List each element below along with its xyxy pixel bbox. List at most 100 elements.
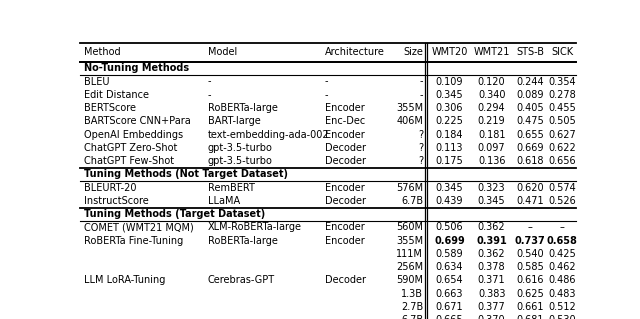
Text: Enc-Dec: Enc-Dec [324, 116, 365, 126]
Text: ?: ? [418, 130, 423, 140]
Text: 6.7B: 6.7B [401, 196, 423, 206]
Text: ChatGPT Zero-Shot: ChatGPT Zero-Shot [84, 143, 177, 153]
Text: Encoder: Encoder [324, 236, 364, 246]
Text: 0.627: 0.627 [548, 130, 576, 140]
Text: -: - [420, 77, 423, 86]
Text: 0.658: 0.658 [547, 236, 578, 246]
Text: WMT21: WMT21 [474, 48, 510, 57]
Text: 0.113: 0.113 [436, 143, 463, 153]
Text: 0.661: 0.661 [516, 302, 544, 312]
Text: 0.634: 0.634 [436, 262, 463, 272]
Text: Encoder: Encoder [324, 182, 364, 193]
Text: Tuning Methods (Not Target Dataset): Tuning Methods (Not Target Dataset) [84, 169, 288, 179]
Text: Size: Size [403, 48, 423, 57]
Text: OpenAI Embeddings: OpenAI Embeddings [84, 130, 183, 140]
Text: 0.671: 0.671 [436, 302, 463, 312]
Text: 0.663: 0.663 [436, 289, 463, 299]
Text: 0.323: 0.323 [478, 182, 506, 193]
Text: 0.109: 0.109 [436, 77, 463, 86]
Text: 256M: 256M [396, 262, 423, 272]
Text: ChatGPT Few-Shot: ChatGPT Few-Shot [84, 156, 174, 166]
Text: 590M: 590M [396, 276, 423, 286]
Text: 0.439: 0.439 [436, 196, 463, 206]
Text: Decoder: Decoder [324, 156, 365, 166]
Text: 406M: 406M [396, 116, 423, 126]
Text: ?: ? [418, 143, 423, 153]
Text: InstructScore: InstructScore [84, 196, 148, 206]
Text: 0.462: 0.462 [548, 262, 576, 272]
Text: 0.506: 0.506 [436, 222, 463, 233]
Text: COMET (WMT21 MQM): COMET (WMT21 MQM) [84, 222, 194, 233]
Text: Encoder: Encoder [324, 103, 364, 113]
Text: Encoder: Encoder [324, 130, 364, 140]
Text: text-embedding-ada-002: text-embedding-ada-002 [208, 130, 330, 140]
Text: 0.405: 0.405 [516, 103, 544, 113]
Text: 0.383: 0.383 [478, 289, 506, 299]
Text: -: - [324, 77, 328, 86]
Text: 2.7B: 2.7B [401, 302, 423, 312]
Text: RoBERTa-large: RoBERTa-large [208, 103, 278, 113]
Text: RoBERTa-large: RoBERTa-large [208, 236, 278, 246]
Text: 0.625: 0.625 [516, 289, 544, 299]
Text: 0.089: 0.089 [516, 90, 544, 100]
Text: 0.654: 0.654 [436, 276, 463, 286]
Text: ?: ? [418, 156, 423, 166]
Text: 0.665: 0.665 [436, 315, 463, 319]
Text: 0.362: 0.362 [478, 222, 506, 233]
Text: 0.540: 0.540 [516, 249, 544, 259]
Text: 0.120: 0.120 [478, 77, 506, 86]
Text: 0.455: 0.455 [548, 103, 576, 113]
Text: 0.620: 0.620 [516, 182, 544, 193]
Text: 0.345: 0.345 [436, 90, 463, 100]
Text: 0.512: 0.512 [548, 302, 576, 312]
Text: Architecture: Architecture [324, 48, 385, 57]
Text: -: - [208, 77, 211, 86]
Text: XLM-RoBERTa-large: XLM-RoBERTa-large [208, 222, 302, 233]
Text: No-Tuning Methods: No-Tuning Methods [84, 63, 189, 73]
Text: 0.475: 0.475 [516, 116, 544, 126]
Text: 0.362: 0.362 [478, 249, 506, 259]
Text: 0.345: 0.345 [436, 182, 463, 193]
Text: WMT20: WMT20 [431, 48, 468, 57]
Text: RoBERTa Fine-Tuning: RoBERTa Fine-Tuning [84, 236, 183, 246]
Text: 0.622: 0.622 [548, 143, 576, 153]
Text: Decoder: Decoder [324, 276, 365, 286]
Text: gpt-3.5-turbo: gpt-3.5-turbo [208, 143, 273, 153]
Text: 0.175: 0.175 [436, 156, 463, 166]
Text: Encoder: Encoder [324, 222, 364, 233]
Text: 0.616: 0.616 [516, 276, 544, 286]
Text: Decoder: Decoder [324, 143, 365, 153]
Text: –: – [560, 222, 564, 233]
Text: 0.618: 0.618 [516, 156, 544, 166]
Text: 0.425: 0.425 [548, 249, 576, 259]
Text: 0.737: 0.737 [515, 236, 545, 246]
Text: 0.370: 0.370 [478, 315, 506, 319]
Text: Decoder: Decoder [324, 196, 365, 206]
Text: 0.294: 0.294 [478, 103, 506, 113]
Text: 576M: 576M [396, 182, 423, 193]
Text: 0.181: 0.181 [478, 130, 506, 140]
Text: 0.526: 0.526 [548, 196, 576, 206]
Text: 0.225: 0.225 [436, 116, 463, 126]
Text: 0.530: 0.530 [548, 315, 576, 319]
Text: 0.589: 0.589 [436, 249, 463, 259]
Text: 0.391: 0.391 [476, 236, 507, 246]
Text: 6.7B: 6.7B [401, 315, 423, 319]
Text: Tuning Methods (Target Dataset): Tuning Methods (Target Dataset) [84, 209, 265, 219]
Text: 0.244: 0.244 [516, 77, 544, 86]
Text: Model: Model [208, 48, 237, 57]
Text: 355M: 355M [396, 236, 423, 246]
Text: 0.219: 0.219 [478, 116, 506, 126]
Text: 560M: 560M [396, 222, 423, 233]
Text: 0.574: 0.574 [548, 182, 576, 193]
Text: 0.278: 0.278 [548, 90, 576, 100]
Text: STS-B: STS-B [516, 48, 544, 57]
Text: SICK: SICK [551, 48, 573, 57]
Text: 0.378: 0.378 [478, 262, 506, 272]
Text: –: – [528, 222, 532, 233]
Text: 0.340: 0.340 [478, 90, 506, 100]
Text: BLEURT-20: BLEURT-20 [84, 182, 136, 193]
Text: 0.136: 0.136 [478, 156, 506, 166]
Text: LLM LoRA-Tuning: LLM LoRA-Tuning [84, 276, 165, 286]
Text: 0.345: 0.345 [478, 196, 506, 206]
